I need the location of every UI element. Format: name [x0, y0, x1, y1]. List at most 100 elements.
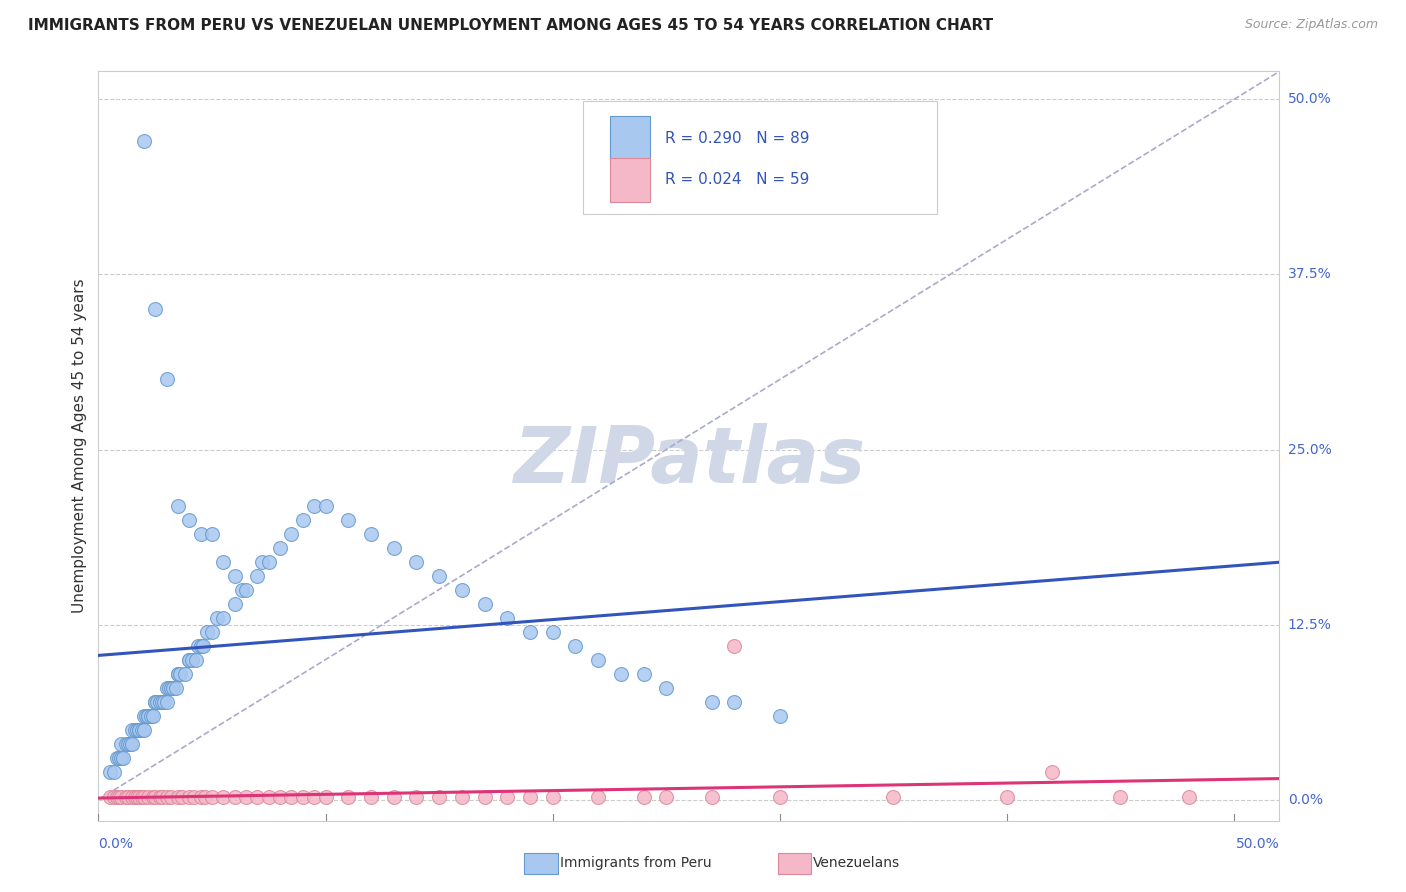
Point	[105, 750, 128, 764]
Text: 12.5%: 12.5%	[1288, 617, 1331, 632]
Point	[700, 789, 723, 804]
Point	[138, 708, 160, 723]
Point	[280, 789, 302, 804]
Point	[103, 789, 125, 804]
Point	[360, 789, 382, 804]
Point	[280, 526, 302, 541]
Point	[360, 526, 382, 541]
Point	[633, 789, 655, 804]
Point	[155, 681, 177, 695]
Point	[172, 789, 194, 804]
Point	[337, 789, 360, 804]
Text: Venezuelans: Venezuelans	[813, 856, 900, 871]
Point	[180, 652, 202, 666]
Point	[190, 789, 212, 804]
Point	[114, 737, 136, 751]
Point	[117, 789, 139, 804]
Point	[519, 789, 541, 804]
Point	[184, 652, 207, 666]
Point	[995, 789, 1018, 804]
Point	[541, 789, 564, 804]
Point	[146, 695, 169, 709]
Text: 50.0%: 50.0%	[1236, 838, 1279, 852]
Point	[110, 737, 132, 751]
Point	[110, 789, 132, 804]
Point	[1177, 789, 1199, 804]
Point	[169, 666, 191, 681]
Point	[382, 541, 405, 555]
FancyBboxPatch shape	[610, 158, 650, 202]
Point	[143, 695, 166, 709]
Point	[496, 789, 519, 804]
Point	[769, 708, 792, 723]
Point	[235, 582, 257, 597]
Point	[1040, 764, 1063, 779]
Point	[138, 708, 160, 723]
Point	[427, 568, 450, 582]
Point	[142, 789, 165, 804]
Point	[224, 597, 246, 611]
Point	[231, 582, 253, 597]
Point	[105, 789, 128, 804]
Point	[224, 568, 246, 582]
Point	[315, 789, 337, 804]
Point	[427, 789, 450, 804]
Point	[191, 639, 214, 653]
Text: 37.5%: 37.5%	[1288, 268, 1331, 282]
Point	[723, 695, 745, 709]
Point	[157, 681, 180, 695]
Point	[179, 789, 201, 804]
Point	[143, 695, 166, 709]
FancyBboxPatch shape	[610, 116, 650, 161]
Point	[519, 624, 541, 639]
Point	[291, 789, 314, 804]
Point	[108, 750, 131, 764]
Point	[269, 789, 291, 804]
Point	[103, 764, 125, 779]
Y-axis label: Unemployment Among Ages 45 to 54 years: Unemployment Among Ages 45 to 54 years	[72, 278, 87, 614]
Point	[160, 681, 183, 695]
Point	[405, 555, 427, 569]
Point	[110, 750, 132, 764]
Point	[269, 541, 291, 555]
Point	[125, 789, 148, 804]
Point	[190, 526, 212, 541]
Point	[132, 789, 155, 804]
Text: 25.0%: 25.0%	[1288, 442, 1331, 457]
Point	[586, 789, 609, 804]
Point	[382, 789, 405, 804]
Point	[700, 695, 723, 709]
Point	[1109, 789, 1132, 804]
Point	[135, 708, 157, 723]
Point	[882, 789, 904, 804]
Point	[179, 512, 201, 526]
Point	[167, 789, 190, 804]
Point	[124, 789, 146, 804]
Point	[143, 789, 166, 804]
Point	[121, 737, 143, 751]
Point	[112, 750, 135, 764]
Point	[474, 597, 496, 611]
Point	[173, 666, 195, 681]
Point	[212, 610, 235, 624]
Text: R = 0.024   N = 59: R = 0.024 N = 59	[665, 172, 810, 186]
Point	[139, 708, 162, 723]
Point	[121, 723, 143, 737]
Point	[125, 723, 148, 737]
Point	[132, 723, 155, 737]
Point	[212, 555, 235, 569]
Point	[167, 666, 190, 681]
Point	[162, 681, 184, 695]
Point	[450, 582, 472, 597]
Point	[179, 652, 201, 666]
Point	[132, 708, 155, 723]
Point	[160, 789, 183, 804]
Point	[153, 695, 176, 709]
Point	[190, 639, 212, 653]
Point	[179, 652, 201, 666]
Point	[610, 666, 633, 681]
Point	[183, 789, 205, 804]
Point	[108, 789, 131, 804]
Text: IMMIGRANTS FROM PERU VS VENEZUELAN UNEMPLOYMENT AMONG AGES 45 TO 54 YEARS CORREL: IMMIGRANTS FROM PERU VS VENEZUELAN UNEMP…	[28, 18, 993, 33]
Text: ZIPatlas: ZIPatlas	[513, 423, 865, 499]
